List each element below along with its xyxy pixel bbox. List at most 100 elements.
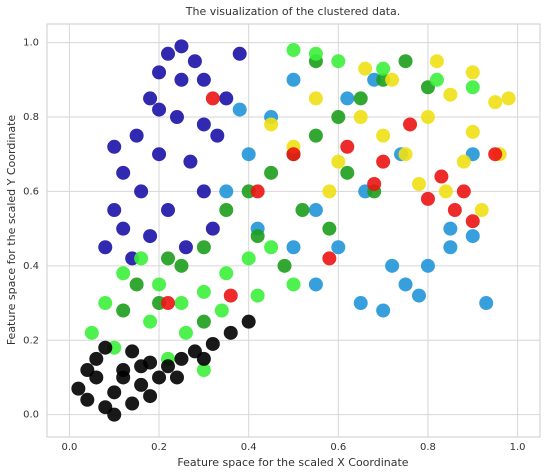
y-tick-label: 1.0: [23, 38, 39, 49]
point: [241, 147, 256, 162]
point: [107, 385, 122, 400]
point: [196, 314, 211, 329]
point: [125, 396, 140, 411]
point: [398, 147, 413, 162]
point: [308, 277, 323, 292]
point: [308, 46, 323, 61]
point: [232, 46, 247, 61]
point: [161, 296, 176, 311]
point: [187, 54, 202, 69]
point: [277, 258, 292, 273]
point: [152, 370, 167, 385]
point: [443, 87, 458, 102]
point: [250, 184, 265, 199]
point: [196, 240, 211, 255]
point: [134, 359, 149, 374]
y-tick-label: 0.4: [23, 261, 39, 272]
point: [80, 363, 95, 378]
point: [161, 203, 176, 218]
point: [178, 240, 193, 255]
point: [420, 191, 435, 206]
point: [340, 165, 355, 180]
point: [232, 102, 247, 117]
point: [331, 154, 346, 169]
point: [479, 296, 494, 311]
point: [264, 165, 279, 180]
point: [411, 176, 426, 191]
point: [398, 54, 413, 69]
point: [331, 240, 346, 255]
point: [474, 203, 489, 218]
point: [308, 128, 323, 143]
x-tick-label: 0.0: [61, 442, 77, 453]
point: [196, 351, 211, 366]
y-tick-label: 0.0: [23, 410, 39, 421]
point: [152, 147, 167, 162]
point: [161, 359, 176, 374]
point: [286, 72, 301, 87]
point: [250, 229, 265, 244]
point: [358, 61, 373, 76]
point: [98, 296, 113, 311]
point: [488, 95, 503, 110]
x-tick-label: 0.4: [241, 442, 257, 453]
point: [98, 340, 113, 355]
point: [143, 91, 158, 106]
point: [196, 117, 211, 132]
point: [205, 91, 220, 106]
point: [219, 91, 234, 106]
point: [107, 407, 122, 422]
point: [178, 325, 193, 340]
point: [322, 221, 337, 236]
point: [219, 203, 234, 218]
point: [443, 221, 458, 236]
point: [429, 72, 444, 87]
point: [465, 80, 480, 95]
point: [89, 351, 104, 366]
point: [152, 65, 167, 80]
point: [223, 325, 238, 340]
point: [174, 72, 189, 87]
point: [223, 288, 238, 303]
point: [116, 303, 131, 318]
point: [241, 314, 256, 329]
point: [107, 139, 122, 154]
point: [143, 229, 158, 244]
point: [403, 117, 418, 132]
point: [411, 288, 426, 303]
point: [169, 110, 184, 125]
point: [210, 128, 225, 143]
point: [169, 370, 184, 385]
point: [438, 184, 453, 199]
point: [465, 65, 480, 80]
point: [308, 91, 323, 106]
y-tick-label: 0.8: [23, 112, 39, 123]
point: [322, 184, 337, 199]
point: [340, 91, 355, 106]
point: [219, 266, 234, 281]
point: [331, 54, 346, 69]
x-tick-label: 0.2: [151, 442, 167, 453]
point: [398, 277, 413, 292]
point: [84, 325, 99, 340]
point: [331, 110, 346, 125]
point: [174, 351, 189, 366]
point: [443, 240, 458, 255]
point: [174, 39, 189, 54]
point: [295, 203, 310, 218]
point: [434, 169, 449, 184]
point: [205, 336, 220, 351]
point: [465, 214, 480, 229]
point: [488, 147, 503, 162]
x-tick-label: 1.0: [510, 442, 526, 453]
point: [353, 110, 368, 125]
point: [129, 128, 144, 143]
point: [465, 229, 480, 244]
point: [376, 128, 391, 143]
chart-title: The visualization of the clustered data.: [185, 5, 401, 18]
point: [367, 176, 382, 191]
point: [308, 203, 323, 218]
point: [183, 154, 198, 169]
point: [196, 284, 211, 299]
